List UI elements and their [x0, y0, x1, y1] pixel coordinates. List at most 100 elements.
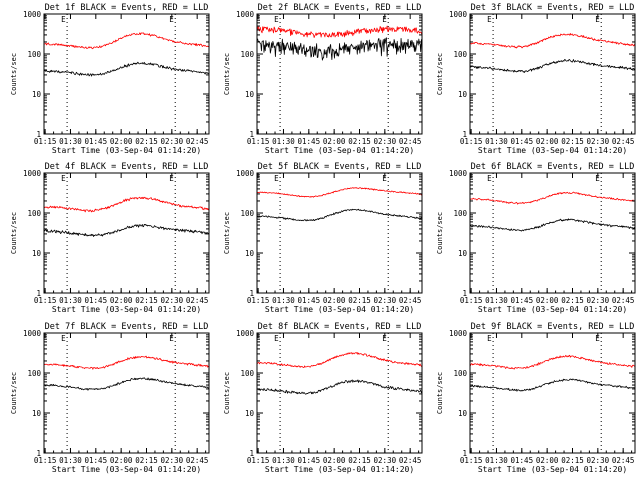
x-tick-label: 01:15	[247, 456, 270, 465]
x-tick-label: 01:45	[511, 137, 534, 146]
x-axis-label: Start Time (03-Sep-04 01:14:20)	[52, 305, 201, 314]
y-axis-label: Counts/sec	[10, 53, 18, 95]
y-tick-label: 100	[27, 50, 41, 59]
x-tick-label: 01:45	[298, 137, 321, 146]
panel-det-9: Det 9f BLACK = Events, RED = LLD E E 1 10 100…	[436, 322, 636, 474]
y-tick-label: 100	[27, 369, 41, 378]
x-tick-label: 02:45	[186, 137, 209, 146]
panel-title: Det 2f BLACK = Events, RED = LLD	[258, 3, 422, 13]
x-tick-label: 02:30	[161, 456, 184, 465]
x-tick-label: 01:15	[460, 456, 483, 465]
x-tick-label: 01:15	[247, 296, 270, 305]
x-tick-label: 02:15	[135, 296, 158, 305]
x-tick-label: 02:00	[323, 296, 346, 305]
x-tick-label: 02:30	[374, 456, 397, 465]
x-tick-label: 01:30	[59, 137, 82, 146]
y-tick-label: 100	[27, 209, 41, 218]
y-tick-label: 1000	[236, 10, 255, 19]
event-marker-label: E	[169, 334, 174, 343]
x-tick-label: 02:30	[374, 296, 397, 305]
y-axis-label: Counts/sec	[223, 212, 231, 254]
y-tick-label: 10	[32, 90, 42, 99]
y-tick-label: 1000	[23, 329, 42, 338]
y-tick-label: 10	[245, 409, 255, 418]
y-axis-label: Counts/sec	[436, 372, 444, 414]
event-marker-label: E	[382, 174, 387, 183]
event-marker-label: E	[595, 15, 600, 24]
event-marker-label: E	[274, 15, 279, 24]
panel-det-3: Det 3f BLACK = Events, RED = LLD E E 1 10 100…	[436, 3, 636, 155]
x-tick-label: 01:45	[298, 456, 321, 465]
x-tick-label: 01:30	[272, 296, 295, 305]
panel-title: Det 3f BLACK = Events, RED = LLD	[471, 3, 635, 13]
x-axis-label: Start Time (03-Sep-04 01:14:20)	[52, 465, 201, 474]
series-lld-line	[469, 354, 636, 370]
x-tick-label: 01:30	[272, 137, 295, 146]
y-axis-label: Counts/sec	[10, 212, 18, 254]
series-events-line	[43, 61, 210, 77]
y-tick-label: 10	[245, 249, 255, 258]
panel-det-7: Det 7f BLACK = Events, RED = LLD E E 1 10 100…	[10, 322, 210, 474]
x-tick-label: 02:45	[612, 456, 635, 465]
x-tick-label: 02:15	[561, 137, 584, 146]
event-marker-label: E	[61, 15, 66, 24]
x-tick-label: 02:30	[374, 137, 397, 146]
x-tick-label: 02:00	[110, 296, 133, 305]
x-tick-label: 01:30	[485, 456, 508, 465]
x-tick-label: 01:30	[59, 456, 82, 465]
plot-frame	[469, 332, 636, 454]
series-lld-line	[43, 196, 210, 213]
x-tick-label: 01:15	[34, 296, 57, 305]
panel-title: Det 6f BLACK = Events, RED = LLD	[471, 162, 635, 172]
y-tick-label: 1	[36, 449, 41, 458]
x-tick-label: 02:45	[612, 137, 635, 146]
series-events-line	[43, 223, 210, 237]
x-tick-label: 01:45	[85, 456, 108, 465]
y-tick-label: 100	[453, 50, 467, 59]
y-tick-label: 100	[240, 369, 254, 378]
y-axis-label: Counts/sec	[223, 372, 231, 414]
y-tick-label: 1000	[449, 329, 468, 338]
event-marker-label: E	[595, 174, 600, 183]
x-axis-label: Start Time (03-Sep-04 01:14:20)	[478, 465, 627, 474]
event-marker-label: E	[382, 15, 387, 24]
x-tick-label: 02:15	[561, 296, 584, 305]
y-tick-label: 1000	[236, 329, 255, 338]
x-tick-label: 02:30	[587, 296, 610, 305]
panel-title: Det 4f BLACK = Events, RED = LLD	[45, 162, 209, 172]
x-tick-label: 02:45	[612, 296, 635, 305]
series-lld-line	[256, 187, 423, 198]
x-tick-label: 01:30	[485, 296, 508, 305]
y-tick-label: 1000	[23, 10, 42, 19]
y-tick-label: 1	[36, 289, 41, 298]
x-tick-label: 01:30	[59, 296, 82, 305]
x-tick-label: 02:00	[110, 456, 133, 465]
x-tick-label: 01:15	[460, 296, 483, 305]
event-marker-label: E	[61, 334, 66, 343]
panel-det-4: Det 4f BLACK = Events, RED = LLD E E 1 10 100…	[10, 162, 210, 314]
y-tick-label: 10	[458, 249, 468, 258]
series-lld-line	[43, 355, 210, 370]
panel-title: Det 8f BLACK = Events, RED = LLD	[258, 322, 422, 332]
series-events-line	[256, 208, 423, 222]
x-tick-label: 01:45	[511, 456, 534, 465]
x-tick-label: 01:15	[34, 456, 57, 465]
x-tick-label: 02:00	[110, 137, 133, 146]
x-tick-label: 01:15	[460, 137, 483, 146]
y-tick-label: 10	[245, 90, 255, 99]
y-axis-label: Counts/sec	[436, 53, 444, 95]
event-marker-label: E	[169, 15, 174, 24]
y-axis-label: Counts/sec	[10, 372, 18, 414]
series-events-line	[256, 379, 423, 395]
x-tick-label: 02:00	[536, 296, 559, 305]
x-tick-label: 02:30	[161, 296, 184, 305]
y-tick-label: 10	[458, 409, 468, 418]
x-tick-label: 01:45	[511, 296, 534, 305]
panel-det-1: Det 1f BLACK = Events, RED = LLD E E 1 10 100…	[10, 3, 210, 155]
panel-title: Det 9f BLACK = Events, RED = LLD	[471, 322, 635, 332]
event-marker-label: E	[487, 334, 492, 343]
y-tick-label: 10	[32, 249, 42, 258]
y-tick-label: 10	[32, 409, 42, 418]
x-axis-label: Start Time (03-Sep-04 01:14:20)	[52, 146, 201, 155]
